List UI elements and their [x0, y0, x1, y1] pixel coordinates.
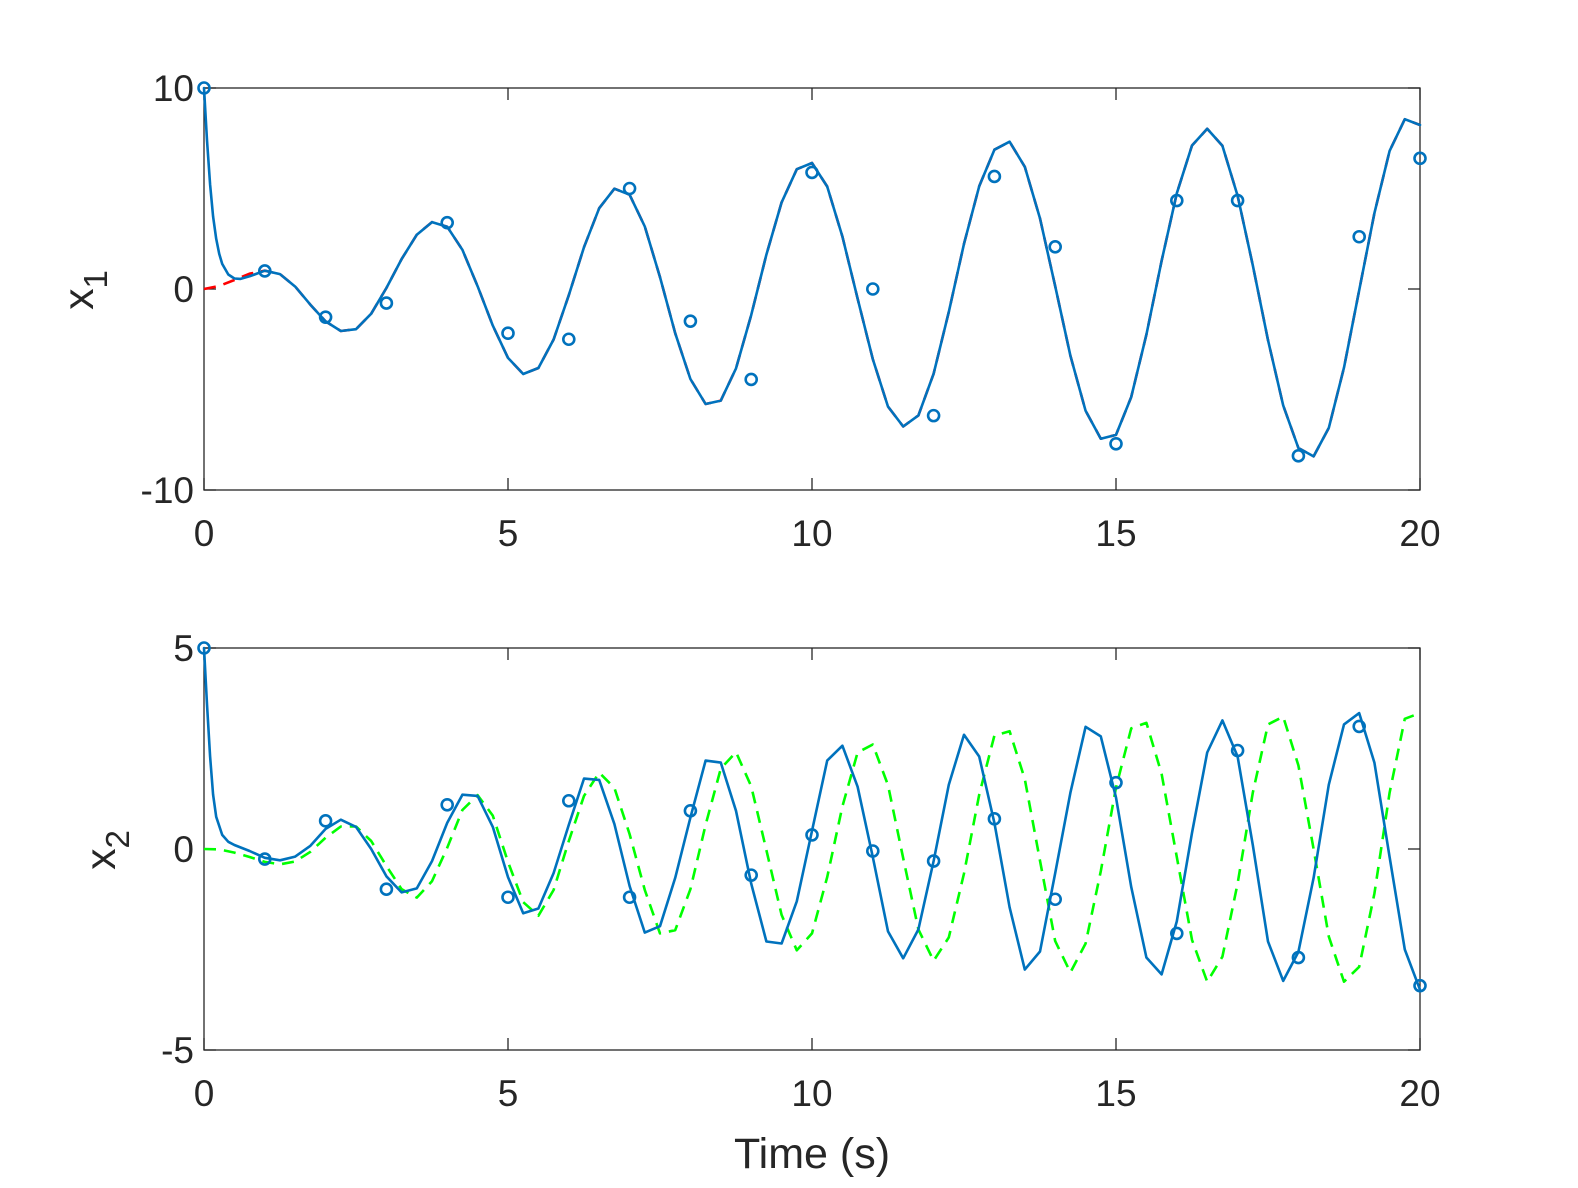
x2-data-marker [257, 852, 272, 866]
x1-data-marker [683, 314, 698, 328]
x1-data-marker [1048, 239, 1062, 254]
x1-xtick-label: 0 [194, 513, 215, 554]
x2-data-marker [561, 793, 576, 808]
x2-data-marker [1048, 892, 1062, 907]
x1-data-marker [501, 326, 515, 341]
x1-data-marker [561, 332, 576, 347]
x1-data-marker [1352, 229, 1366, 244]
x1-data-marker [379, 296, 394, 310]
x2-ytick-label: 5 [173, 628, 194, 669]
x1-data-marker [987, 169, 1002, 184]
x1-data-marker [318, 310, 333, 324]
x2-ylabel-subscript: 2 [99, 830, 136, 848]
x2-data-marker [1109, 775, 1123, 790]
x1-data-marker [926, 408, 941, 423]
x1-ytick-label: -10 [141, 470, 194, 511]
x2-xlabel: Time (s) [734, 1130, 890, 1178]
x2-plot-area: 0 5 10 15 20-505 [161, 628, 1440, 1114]
x2-data-marker [379, 882, 394, 897]
x2-data-marker [1352, 719, 1366, 734]
x1-data-marker [257, 264, 272, 278]
x2-data-marker [1413, 978, 1427, 993]
x2-ytick-label: -5 [161, 1030, 194, 1071]
x2-data-marker [744, 868, 759, 882]
x2-data-marker [622, 890, 637, 905]
x1-estimate-line [202, 86, 1422, 458]
x1-data-marker [865, 282, 880, 296]
x1-xtick-label: 5 [498, 513, 519, 554]
x2-ylabel-base: x [77, 848, 125, 870]
x2-data-marker [926, 854, 941, 868]
x1-xtick-label: 15 [1095, 513, 1136, 554]
x1-data-marker [744, 372, 759, 387]
x1-xtick-label: 20 [1399, 513, 1440, 554]
x1-data-marker [805, 165, 819, 180]
x2-data-marker [1170, 926, 1184, 941]
x2-data-marker [318, 814, 333, 828]
x2-xtick-label: 10 [791, 1073, 832, 1114]
x2-data-marker [683, 804, 698, 818]
x2-ytick-label: 0 [173, 829, 194, 870]
x1-data-marker [1109, 436, 1123, 451]
x1-ylabel: x1 [55, 270, 114, 310]
x2-xtick-label: 20 [1399, 1073, 1440, 1114]
x1-ylabel-base: x [55, 288, 103, 310]
x2-ylabel: x2 [77, 830, 136, 870]
x1-data-marker [1291, 449, 1306, 463]
x1-ytick-label: 10 [153, 68, 194, 109]
x1-data-marker [1413, 151, 1427, 166]
subplot-x2: 0 5 10 15 20-505 x2 Time (s) [77, 628, 1441, 1178]
x1-data-marker [1230, 193, 1245, 208]
x2-data-marker [987, 812, 1002, 826]
x2-data-marker [805, 828, 819, 842]
x2-xtick-label: 5 [498, 1073, 519, 1114]
x2-data-marker [865, 844, 880, 858]
x2-data-marker [1230, 743, 1245, 758]
x1-ytick-label: 0 [173, 269, 194, 310]
x2-axes-box [203, 647, 1421, 1051]
x2-xtick-label: 15 [1095, 1073, 1136, 1114]
x1-xtick-label: 10 [791, 513, 832, 554]
x1-ylabel-subscript: 1 [77, 270, 114, 288]
x2-data-marker [440, 797, 455, 812]
x1-data-marker [1170, 193, 1184, 208]
x2-xtick-label: 0 [194, 1073, 215, 1114]
x2-data-marker [197, 641, 211, 655]
x1-data-marker [622, 181, 637, 196]
x1-data-marker [440, 215, 455, 230]
x2-data-marker [1291, 950, 1306, 965]
x2-data-marker [501, 890, 515, 905]
x2-estimate-line [202, 646, 1422, 992]
x1-data-marker [197, 81, 211, 95]
